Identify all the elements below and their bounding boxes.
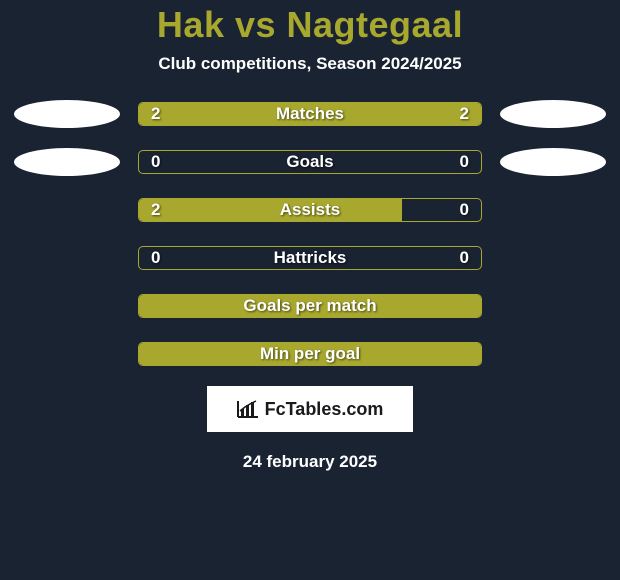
stat-bar: Goals per match — [138, 294, 482, 318]
stat-value-left: 0 — [139, 247, 172, 269]
stat-label: Assists — [139, 199, 481, 221]
stats-list: Matches22Goals00Assists20Hattricks00Goal… — [0, 102, 620, 366]
chart-icon — [237, 400, 259, 418]
player-left-marker — [14, 148, 120, 176]
source-logo: FcTables.com — [207, 386, 413, 432]
stat-row: Assists2 0 — [0, 198, 620, 222]
stat-value-right: 0 — [448, 247, 481, 269]
stat-row: Matches2 2 — [0, 102, 620, 126]
page-title: Hak vs Nagtegaal — [157, 4, 463, 46]
stat-row: Goals0 0 — [0, 150, 620, 174]
stat-value-left: 0 — [139, 151, 172, 173]
stat-value-left: 2 — [139, 199, 172, 221]
stat-value-right: 2 — [448, 103, 481, 125]
stat-label: Hattricks — [139, 247, 481, 269]
stat-label: Min per goal — [139, 343, 481, 365]
stat-label: Goals — [139, 151, 481, 173]
stat-bar: Hattricks0 0 — [138, 246, 482, 270]
stat-value-right: 0 — [448, 151, 481, 173]
logo-text: FcTables.com — [265, 399, 384, 420]
player-right-marker — [500, 100, 606, 128]
stat-value-left: 2 — [139, 103, 172, 125]
stat-value-right: 0 — [448, 199, 481, 221]
stat-row: Goals per match — [0, 294, 620, 318]
stat-bar: Min per goal — [138, 342, 482, 366]
stat-label: Goals per match — [139, 295, 481, 317]
stat-bar: Matches2 2 — [138, 102, 482, 126]
stat-bar: Assists2 0 — [138, 198, 482, 222]
stat-row: Min per goal — [0, 342, 620, 366]
subtitle: Club competitions, Season 2024/2025 — [158, 54, 461, 74]
comparison-infographic: Hak vs Nagtegaal Club competitions, Seas… — [0, 0, 620, 472]
stat-bar: Goals0 0 — [138, 150, 482, 174]
date-label: 24 february 2025 — [243, 452, 377, 472]
player-left-marker — [14, 100, 120, 128]
stat-label: Matches — [139, 103, 481, 125]
stat-row: Hattricks0 0 — [0, 246, 620, 270]
player-right-marker — [500, 148, 606, 176]
